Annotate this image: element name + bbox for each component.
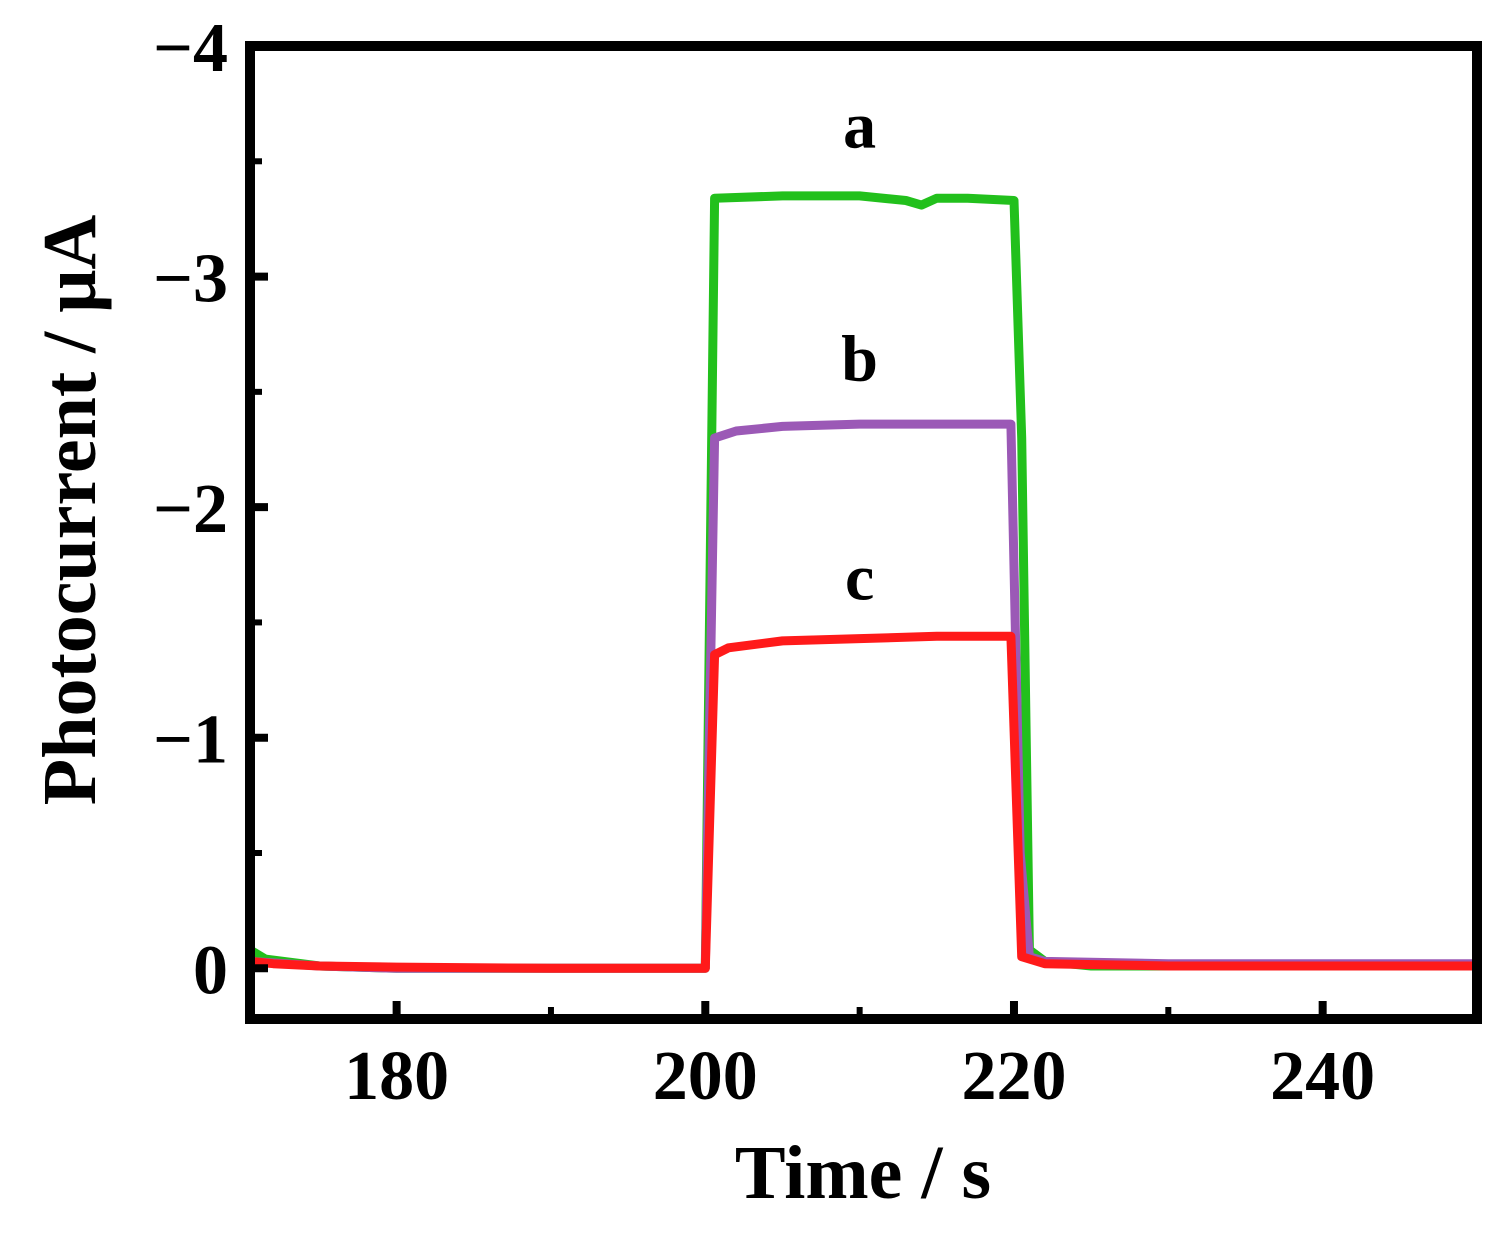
y-axis-label: Photocurrent / μA bbox=[28, 215, 112, 806]
x-tick-label: 180 bbox=[344, 1038, 449, 1115]
series-line-b bbox=[245, 419, 1482, 973]
series-line-c bbox=[245, 631, 1482, 973]
y-tick-label: 0 bbox=[193, 932, 228, 1009]
series-label-a: a bbox=[843, 89, 876, 162]
y-tick-label: −3 bbox=[153, 241, 228, 318]
series-label-c: c bbox=[845, 541, 874, 614]
y-tick-label: −4 bbox=[153, 10, 228, 87]
y-tick-label: −1 bbox=[153, 702, 228, 779]
x-tick-label: 200 bbox=[653, 1038, 758, 1115]
ticks-layer: 0 −1 −2 −3 −4 180 200 220 240 bbox=[153, 10, 1375, 1115]
y-tick-label: −2 bbox=[153, 471, 228, 548]
x-tick-label: 220 bbox=[961, 1038, 1066, 1115]
x-tick-label: 240 bbox=[1270, 1038, 1375, 1115]
series-layer: a b c bbox=[245, 89, 1482, 973]
plot-frame bbox=[245, 41, 1482, 1024]
series-label-b: b bbox=[841, 322, 878, 395]
x-axis-label: Time / s bbox=[735, 1131, 991, 1215]
